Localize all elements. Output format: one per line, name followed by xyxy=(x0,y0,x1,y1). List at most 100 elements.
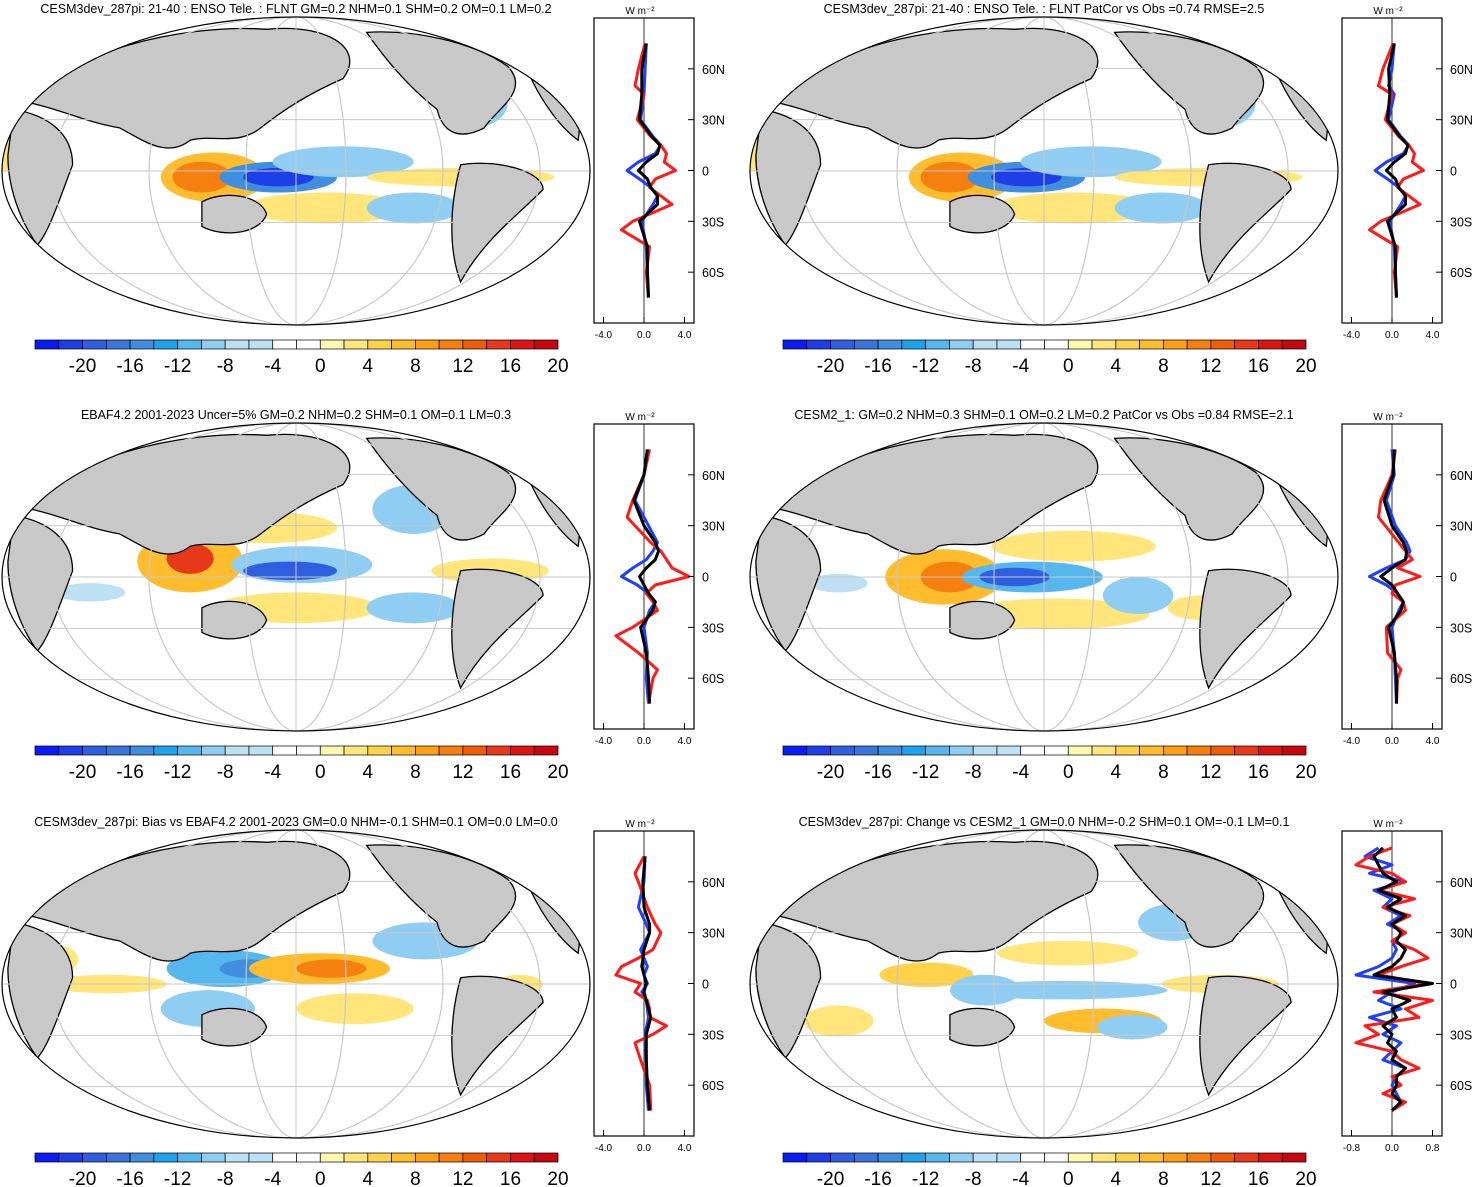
colorbar-label: 12 xyxy=(452,1169,473,1187)
anomaly-contour xyxy=(1020,146,1162,178)
colorbar-label: 16 xyxy=(1248,762,1269,783)
colorbar-label: 12 xyxy=(1200,356,1221,377)
colorbar-swatch xyxy=(224,1152,250,1163)
colorbar-label: 0 xyxy=(1063,1169,1074,1187)
colorbar-swatch xyxy=(438,745,464,756)
profile-xtick-label: 0.0 xyxy=(1385,330,1399,341)
colorbar-label: -4 xyxy=(1012,762,1029,783)
colorbar-swatch xyxy=(1234,1152,1259,1163)
colorbar-swatch xyxy=(248,1152,274,1163)
anomaly-contour xyxy=(243,561,338,581)
colorbar-swatch xyxy=(996,339,1022,350)
map-frame xyxy=(749,16,1339,326)
profile-series-cesm3dev-287pi xyxy=(620,449,659,704)
colorbar: -20 -16 -12 -8 -4 0 4 8 12 16 20 xyxy=(34,339,569,377)
colorbar-swatch xyxy=(1139,745,1164,756)
colorbar-label: 16 xyxy=(500,1169,521,1187)
colorbar-swatch xyxy=(1186,745,1212,756)
map-frame xyxy=(1,829,591,1139)
anomaly-contour xyxy=(54,583,126,602)
colorbar-swatch xyxy=(1067,339,1093,350)
panel-title: CESM3dev_287pi: 21-40 : ENSO Tele. : FLN… xyxy=(824,2,1265,16)
unit-label: W m⁻² xyxy=(1373,819,1403,830)
colorbar: -20 -16 -12 -8 -4 0 4 8 12 16 20 xyxy=(34,1152,569,1187)
colorbar-label: 0 xyxy=(1063,762,1074,783)
profile-xtick-label: -4.0 xyxy=(595,736,613,747)
profile-xtick-label: -4.0 xyxy=(1343,736,1361,747)
colorbar-swatch xyxy=(82,339,107,350)
zonal-profile: W m⁻² 60N 30N 0 30S 60S -4.0 0.0 4.0 xyxy=(593,412,725,747)
longitude-gridline xyxy=(148,17,444,325)
colorbar-swatch xyxy=(533,745,559,756)
colorbar-swatch xyxy=(129,745,155,756)
colorbar-swatch xyxy=(949,745,974,756)
colorbar-swatch xyxy=(925,745,950,756)
colorbar-swatch xyxy=(877,745,903,756)
profile-xtick-label: 0.8 xyxy=(1426,1143,1440,1154)
colorbar-label: -20 xyxy=(69,762,96,783)
profile-ytick-label: 30N xyxy=(1450,114,1473,128)
colorbar-label: -12 xyxy=(912,356,939,377)
profile-xtick-label: -4.0 xyxy=(595,330,613,341)
colorbar-swatch xyxy=(1044,1152,1069,1163)
profile-series-ebaf4-2 xyxy=(1368,42,1425,298)
colorbar-label: -8 xyxy=(217,356,234,377)
colorbar-swatch xyxy=(296,745,321,756)
continent xyxy=(365,31,517,135)
profile-ytick-label: 30N xyxy=(1450,927,1473,941)
colorbar-swatch xyxy=(949,339,974,350)
panel-title: CESM2_1: GM=0.2 NHM=0.3 SHM=0.1 OM=0.2 L… xyxy=(794,408,1293,422)
colorbar-label: -16 xyxy=(864,762,891,783)
anomaly-contour xyxy=(366,192,461,224)
profile-ytick-label: 60N xyxy=(1450,469,1473,483)
profile-ytick-label: 0 xyxy=(1450,978,1457,992)
colorbar-label: -4 xyxy=(264,762,281,783)
anomaly-contour xyxy=(296,993,414,1025)
profile-ytick-label: 60S xyxy=(702,672,724,686)
profile-ytick-label: 30S xyxy=(702,621,724,635)
colorbar-swatch xyxy=(391,339,416,350)
profile-ytick-label: 0 xyxy=(702,571,709,585)
colorbar: -20 -16 -12 -8 -4 0 4 8 12 16 20 xyxy=(34,745,569,783)
longitude-gridline xyxy=(896,423,1192,731)
colorbar: -20 -16 -12 -8 -4 0 4 8 12 16 20 xyxy=(782,339,1317,377)
colorbar-swatch xyxy=(1210,745,1236,756)
colorbar-swatch xyxy=(415,339,440,350)
colorbar-swatch xyxy=(830,339,855,350)
colorbar-swatch xyxy=(1281,1152,1307,1163)
longitude-gridline xyxy=(993,423,1095,731)
colorbar-label: 4 xyxy=(363,762,374,783)
colorbar-swatch xyxy=(806,1152,831,1163)
unit-label: W m⁻² xyxy=(1373,412,1403,423)
colorbar-swatch xyxy=(34,339,60,350)
colorbar-swatch xyxy=(177,1152,202,1163)
colorbar-swatch xyxy=(996,1152,1022,1163)
colorbar-swatch xyxy=(462,1152,488,1163)
colorbar-label: 8 xyxy=(1158,1169,1169,1187)
colorbar-label: -8 xyxy=(217,762,234,783)
anomaly-contour xyxy=(366,592,461,624)
profile-ytick-label: 0 xyxy=(1450,571,1457,585)
longitude-gridline xyxy=(245,17,347,325)
colorbar-swatch xyxy=(1091,745,1117,756)
colorbar-swatch xyxy=(82,1152,107,1163)
continent xyxy=(949,194,1016,234)
profile-ytick-label: 60S xyxy=(1450,1079,1472,1093)
colorbar-swatch xyxy=(82,745,107,756)
colorbar-swatch xyxy=(1210,339,1236,350)
map-area xyxy=(750,423,1338,731)
profile-ytick-label: 0 xyxy=(702,165,709,179)
panel-5: CESM3dev_287pi: Bias vs EBAF4.2 2001-202… xyxy=(1,815,725,1187)
profile-series-mean xyxy=(1379,449,1409,704)
anomaly-contour xyxy=(1096,1014,1168,1040)
profile-series-cesm3dev-287pi xyxy=(1373,43,1411,298)
colorbar-swatch xyxy=(972,1152,998,1163)
profile-ytick-label: 60S xyxy=(702,1079,724,1093)
colorbar-swatch xyxy=(391,1152,416,1163)
colorbar-swatch xyxy=(153,1152,178,1163)
colorbar-label: 16 xyxy=(1248,356,1269,377)
continent xyxy=(1113,437,1265,541)
continent xyxy=(201,600,268,640)
colorbar-label: -16 xyxy=(864,356,891,377)
profile-ytick-label: 30S xyxy=(1450,215,1472,229)
